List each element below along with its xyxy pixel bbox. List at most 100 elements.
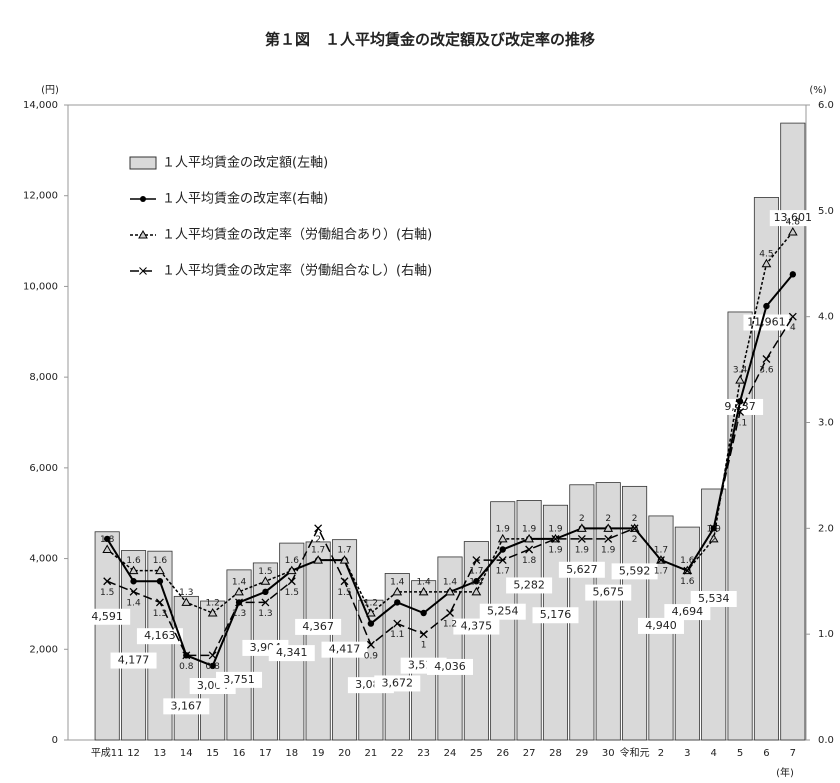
value-label-bg	[506, 577, 553, 594]
point	[683, 566, 692, 575]
rate-label: 1.5	[258, 567, 272, 577]
point	[181, 597, 192, 606]
y-tick-label: 12,000	[23, 191, 58, 202]
y2-tick-label: 2.0	[818, 523, 834, 534]
y-tick-label: 6,000	[29, 463, 58, 474]
rate-label: 2	[605, 514, 611, 524]
rate-label: 2	[315, 535, 321, 545]
x-tick-label: 25	[470, 748, 483, 759]
point	[709, 524, 718, 533]
rate-label: 0.8	[179, 662, 194, 672]
y-tick-label: 2,000	[29, 644, 58, 655]
point	[524, 533, 534, 543]
point	[130, 578, 137, 585]
rate-label: 1.5	[285, 588, 299, 598]
point	[498, 556, 507, 565]
point	[155, 565, 165, 575]
point	[577, 534, 586, 543]
point	[708, 533, 719, 543]
rate-label: 2	[579, 514, 585, 524]
point	[103, 577, 112, 586]
value-label: 3,672	[382, 676, 414, 689]
value-label: 4,591	[91, 610, 123, 623]
y2-tick-label: 0.0	[818, 735, 834, 746]
rate-label: 1.6	[680, 556, 695, 566]
value-label: 11,961	[747, 315, 786, 328]
x-tick-label: 2	[658, 748, 664, 759]
legend-swatch	[129, 156, 157, 170]
x-tick-label: 27	[523, 748, 536, 759]
value-label: 5,282	[513, 578, 545, 591]
rate-label: 1.6	[153, 556, 168, 566]
rate-label: 1	[421, 641, 427, 651]
legend-label: １人平均賃金の改定率(右軸)	[162, 191, 328, 207]
value-label: 4,940	[645, 619, 677, 632]
rate-label: 1.7	[311, 546, 325, 556]
x-tick-label: 20	[338, 748, 351, 759]
point	[339, 555, 350, 564]
rate-label: 1.4	[126, 598, 141, 608]
value-label: 5,534	[698, 592, 730, 605]
point	[287, 577, 296, 586]
rate-label: 1.4	[390, 577, 405, 587]
rate-label: 1.8	[100, 535, 115, 545]
value-label-bg	[84, 608, 131, 625]
rate-label: 1.4	[443, 577, 458, 587]
point	[736, 398, 744, 405]
chart-title: 第１図 １人平均賃金の改定額及び改定率の推移	[265, 31, 595, 49]
x-tick-label: 30	[602, 748, 615, 759]
rate-label: 4	[790, 323, 796, 333]
value-label-bg	[532, 607, 579, 624]
x-tick-label: 26	[496, 748, 509, 759]
value-label: 4,375	[461, 620, 493, 633]
value-label-bg	[743, 314, 790, 331]
rate-label: 1.3	[179, 588, 193, 598]
y-tick-label: 10,000	[23, 281, 58, 292]
rate-label: 1.6	[680, 577, 695, 587]
value-label-bg	[453, 618, 500, 635]
value-label-bg	[374, 675, 421, 692]
rate-label: 1.2	[364, 599, 378, 609]
point	[392, 586, 403, 596]
bar	[200, 600, 226, 741]
x-tick-label: 28	[549, 748, 562, 759]
value-label: 13,601	[774, 211, 813, 224]
point	[761, 258, 772, 268]
value-label: 5,254	[487, 605, 519, 618]
rate-label: 1.7	[469, 567, 483, 577]
value-label-bg	[558, 561, 605, 578]
point	[525, 545, 534, 554]
value-label: 5,592	[619, 564, 651, 577]
y-tick-label: 8,000	[29, 372, 58, 383]
x-tick-label: 17	[259, 748, 272, 759]
rate-label: 4.8	[786, 218, 801, 228]
rate-label: 2	[632, 514, 638, 524]
legend-marker	[139, 267, 147, 275]
value-label-bg	[690, 590, 737, 607]
rate-label: 1.7	[496, 567, 510, 577]
rate-label: 1.9	[548, 545, 563, 555]
value-label-bg	[585, 584, 632, 601]
x-tick-label: 16	[233, 748, 246, 759]
rate-label: 1.9	[548, 524, 563, 534]
point	[604, 534, 613, 543]
value-label: 4,163	[144, 629, 176, 642]
point	[419, 630, 428, 639]
value-label: 3,751	[223, 673, 255, 686]
point	[657, 556, 665, 565]
x-tick-label: 6	[763, 748, 769, 759]
rate-label: 1.9	[601, 545, 616, 555]
point	[366, 640, 375, 649]
point	[235, 598, 243, 607]
value-label: 5,675	[592, 586, 624, 599]
point	[603, 523, 614, 532]
rate-label: 1.3	[258, 609, 272, 619]
x-tick-label: 14	[180, 748, 193, 759]
value-label-bg	[216, 671, 263, 688]
value-label: 4,367	[302, 620, 334, 633]
bar	[305, 541, 331, 741]
x-tick-label: 13	[154, 748, 167, 759]
value-label: 5,627	[566, 563, 598, 576]
value-label: 4,036	[434, 660, 466, 673]
